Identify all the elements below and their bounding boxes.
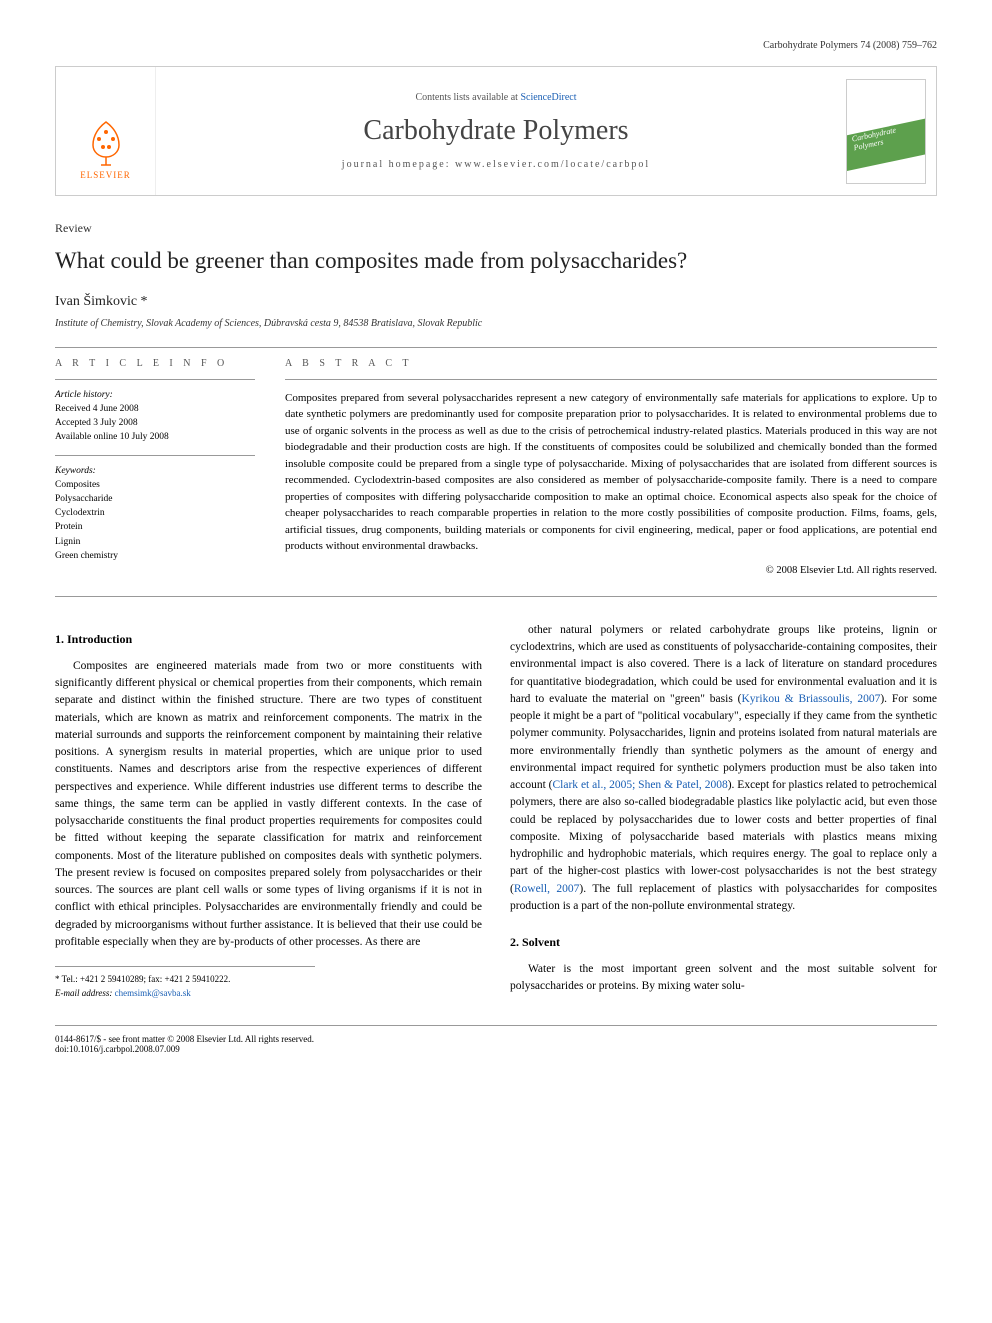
homepage-url: www.elsevier.com/locate/carbpol — [455, 159, 650, 170]
online-date: Available online 10 July 2008 — [55, 430, 255, 444]
accepted-date: Accepted 3 July 2008 — [55, 416, 255, 430]
intro-paragraph: Composites are engineered materials made… — [55, 658, 482, 951]
body-column-right: other natural polymers or related carboh… — [510, 622, 937, 1000]
info-abstract-row: A R T I C L E I N F O Article history: R… — [55, 358, 937, 576]
masthead-center: Contents lists available at ScienceDirec… — [156, 67, 836, 195]
corr-email[interactable]: chemsimk@savba.sk — [115, 988, 191, 998]
citation-link[interactable]: Rowell, 2007 — [514, 883, 580, 895]
authors: Ivan Šimkovic * — [55, 294, 937, 310]
keywords-label: Keywords: — [55, 466, 255, 476]
keyword: Protein — [55, 520, 255, 534]
history-label: Article history: — [55, 390, 255, 400]
text-run: ). Except for plastics related to petroc… — [510, 779, 937, 895]
corr-email-line: E-mail address: chemsimk@savba.sk — [55, 987, 315, 1001]
intro-paragraph-cont: other natural polymers or related carboh… — [510, 622, 937, 915]
contents-prefix: Contents lists available at — [415, 92, 520, 103]
publisher-logo-block: ELSEVIER — [56, 67, 156, 195]
email-label: E-mail address: — [55, 988, 115, 998]
body-columns: 1. Introduction Composites are engineere… — [55, 622, 937, 1000]
keyword: Cyclodextrin — [55, 506, 255, 520]
corr-tel: * Tel.: +421 2 59410289; fax: +421 2 594… — [55, 973, 315, 987]
keyword: Lignin — [55, 535, 255, 549]
divider — [285, 379, 937, 380]
homepage-prefix: journal homepage: — [342, 159, 455, 170]
footer-doi: doi:10.1016/j.carbpol.2008.07.009 — [55, 1044, 314, 1054]
contents-available-line: Contents lists available at ScienceDirec… — [415, 92, 576, 103]
affiliation: Institute of Chemistry, Slovak Academy o… — [55, 318, 937, 329]
journal-cover: Carbohydrate Polymers — [846, 79, 926, 184]
abstract-copyright: © 2008 Elsevier Ltd. All rights reserved… — [285, 565, 937, 576]
section-heading-solvent: 2. Solvent — [510, 933, 937, 951]
journal-name: Carbohydrate Polymers — [363, 115, 628, 147]
abstract-column: A B S T R A C T Composites prepared from… — [285, 358, 937, 576]
solvent-paragraph: Water is the most important green solven… — [510, 961, 937, 996]
divider — [55, 347, 937, 348]
text-run: ). For some people it might be a part of… — [510, 693, 937, 791]
body-column-left: 1. Introduction Composites are engineere… — [55, 622, 482, 1000]
elsevier-tree-icon — [81, 117, 131, 167]
keyword: Green chemistry — [55, 549, 255, 563]
citation-link[interactable]: Kyrikou & Briassoulis, 2007 — [742, 693, 881, 705]
running-header: Carbohydrate Polymers 74 (2008) 759–762 — [55, 40, 937, 51]
keyword: Composites — [55, 478, 255, 492]
keyword: Polysaccharide — [55, 492, 255, 506]
article-title: What could be greener than composites ma… — [55, 246, 937, 276]
divider — [55, 596, 937, 597]
page-container: Carbohydrate Polymers 74 (2008) 759–762 … — [0, 0, 992, 1094]
article-info-heading: A R T I C L E I N F O — [55, 358, 255, 369]
masthead: ELSEVIER Contents lists available at Sci… — [55, 66, 937, 196]
journal-cover-block: Carbohydrate Polymers — [836, 67, 936, 195]
sciencedirect-link[interactable]: ScienceDirect — [520, 92, 576, 103]
divider — [55, 455, 255, 456]
citation-link[interactable]: Clark et al., 2005; Shen & Patel, 2008 — [553, 779, 728, 791]
footer-left: 0144-8617/$ - see front matter © 2008 El… — [55, 1034, 314, 1054]
corresponding-author-block: * Tel.: +421 2 59410289; fax: +421 2 594… — [55, 966, 315, 1000]
article-info: A R T I C L E I N F O Article history: R… — [55, 358, 255, 576]
article-type: Review — [55, 221, 937, 236]
section-heading-intro: 1. Introduction — [55, 630, 482, 648]
abstract-heading: A B S T R A C T — [285, 358, 937, 369]
abstract-text: Composites prepared from several polysac… — [285, 390, 937, 555]
publisher-name: ELSEVIER — [80, 170, 131, 180]
received-date: Received 4 June 2008 — [55, 402, 255, 416]
journal-homepage-line: journal homepage: www.elsevier.com/locat… — [342, 159, 650, 170]
elsevier-logo: ELSEVIER — [76, 117, 136, 187]
footer-front-matter: 0144-8617/$ - see front matter © 2008 El… — [55, 1034, 314, 1044]
page-footer: 0144-8617/$ - see front matter © 2008 El… — [55, 1025, 937, 1054]
divider — [55, 379, 255, 380]
